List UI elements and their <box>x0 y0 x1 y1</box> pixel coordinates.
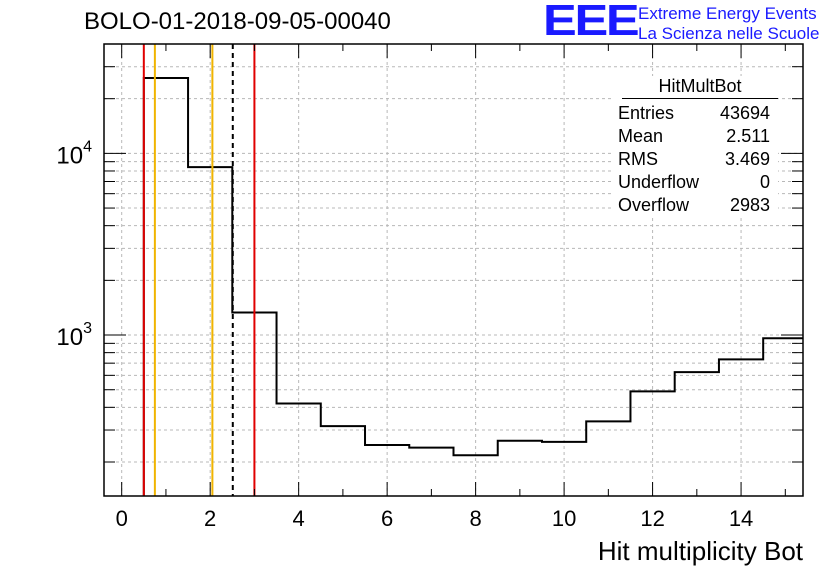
stats-label: Entries <box>618 103 675 123</box>
stats-label: Mean <box>618 126 664 146</box>
stats-value: 3.469 <box>724 149 770 169</box>
stats-row: Underflow 0 <box>612 171 778 194</box>
stats-value: 0 <box>759 172 770 192</box>
stats-row: Entries 43694 <box>612 102 778 125</box>
stats-row: RMS 3.469 <box>612 148 778 171</box>
x-tick-label: 2 <box>204 506 216 531</box>
histogram-bin <box>498 441 542 496</box>
tick-labels: 0 2 4 6 8 10 12 14 103 104 <box>56 138 753 531</box>
histogram-bin <box>321 426 365 496</box>
logo-mark: EEE <box>543 0 640 45</box>
logo-line-2: La Scienza nelle Scuole <box>638 24 820 43</box>
y-tick-label: 103 <box>56 320 92 351</box>
x-tick-label: 10 <box>552 506 576 531</box>
stats-label: Overflow <box>618 195 690 215</box>
x-tick-label: 14 <box>729 506 753 531</box>
stats-row: Overflow 2983 <box>612 194 778 217</box>
histogram-bin <box>144 78 188 496</box>
stats-title: HitMultBot <box>622 76 778 99</box>
y-tick-label: 104 <box>56 138 92 169</box>
stats-box: HitMultBot Entries 43694 Mean 2.511 RMS 3.469… <box>612 76 778 217</box>
stats-row: Mean 2.511 <box>612 125 778 148</box>
chart-title: BOLO-01-2018-09-05-00040 <box>84 8 391 35</box>
logo-line-1: Extreme Energy Events <box>638 4 817 23</box>
histogram-bin <box>763 338 803 496</box>
plot-frame <box>103 43 804 497</box>
eee-logo: EEE Extreme Energy Events La Scienza nel… <box>543 0 833 45</box>
histogram-bin <box>409 448 453 496</box>
stats-value: 2.511 <box>726 126 770 146</box>
stats-value: 2983 <box>729 195 770 215</box>
histogram-bin <box>719 359 763 496</box>
stats-label: Underflow <box>618 172 700 192</box>
x-axis-label: Hit multiplicity Bot <box>598 536 804 566</box>
histogram-outline <box>142 76 803 496</box>
axes <box>103 43 804 497</box>
x-tick-label: 6 <box>381 506 393 531</box>
histogram-bin <box>586 421 630 496</box>
x-tick-label: 0 <box>116 506 128 531</box>
histogram-bars <box>142 76 803 496</box>
x-tick-label: 12 <box>640 506 664 531</box>
stats-label: RMS <box>618 149 658 169</box>
stats-value: 43694 <box>719 103 770 123</box>
x-tick-label: 4 <box>293 506 305 531</box>
x-tick-label: 8 <box>469 506 481 531</box>
histogram-bin <box>675 372 719 496</box>
marker-lines <box>142 44 256 496</box>
